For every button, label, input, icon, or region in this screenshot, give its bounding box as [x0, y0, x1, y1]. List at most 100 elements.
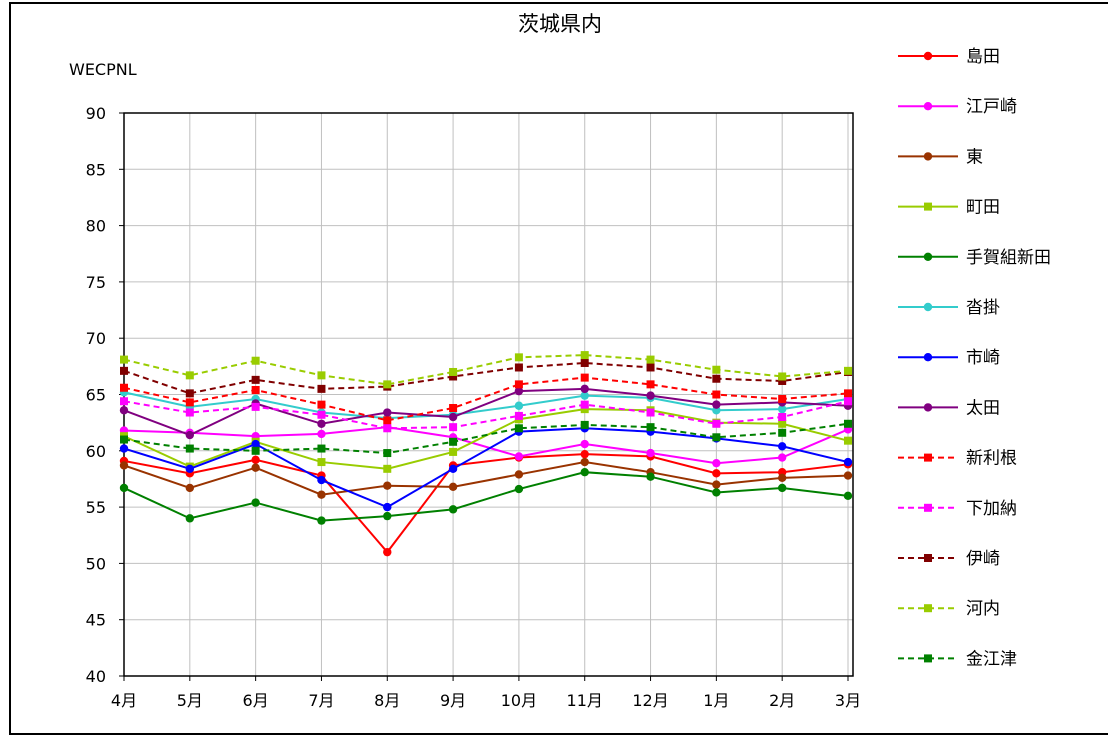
series-line	[123, 361, 849, 395]
series-line	[123, 461, 849, 496]
data-point	[317, 419, 326, 428]
legend-marker	[924, 604, 932, 613]
data-point	[778, 419, 787, 428]
data-point	[844, 366, 852, 375]
data-point	[449, 404, 458, 413]
legend-item: 金江津	[898, 649, 1017, 669]
data-point	[646, 391, 655, 400]
data-point	[383, 481, 392, 490]
legend-label: 市崎	[966, 348, 1000, 368]
legend-label: 沓掛	[966, 298, 1000, 318]
x-tick-label: 2月	[769, 691, 795, 710]
legend-item: 下加納	[898, 499, 1017, 519]
data-point	[646, 448, 655, 458]
series-12	[120, 351, 852, 389]
data-point	[646, 380, 655, 389]
data-point	[514, 386, 524, 396]
data-point	[712, 365, 721, 374]
data-point	[120, 355, 128, 364]
data-point	[712, 480, 721, 489]
data-point	[251, 356, 260, 365]
data-point	[514, 401, 524, 410]
data-point	[514, 452, 524, 461]
data-point	[580, 420, 589, 429]
data-point	[185, 444, 194, 453]
series-line	[123, 354, 849, 386]
series-line	[123, 422, 849, 455]
data-point	[251, 439, 260, 449]
chart-frame	[9, 2, 1108, 735]
data-point	[317, 444, 326, 453]
x-tick-label: 5月	[177, 691, 203, 710]
data-point	[383, 511, 392, 521]
data-point	[317, 490, 326, 499]
data-point	[120, 397, 128, 406]
series-line	[123, 400, 849, 430]
data-point	[119, 461, 129, 470]
data-point	[778, 395, 787, 404]
legend-marker	[923, 302, 933, 312]
data-point	[449, 423, 458, 432]
data-point	[185, 408, 194, 417]
series-11	[120, 358, 852, 398]
series-13	[120, 419, 852, 458]
legend-item: 市崎	[898, 348, 1000, 368]
data-point	[251, 446, 260, 455]
data-point	[383, 449, 392, 458]
legend-marker	[923, 252, 933, 261]
data-point	[251, 375, 260, 384]
legend-label: 新利根	[966, 449, 1017, 469]
data-point	[251, 385, 260, 394]
legend-label: 下加納	[966, 499, 1017, 519]
data-point	[317, 400, 326, 409]
data-point	[449, 447, 458, 456]
legend-item: 町田	[898, 198, 1000, 218]
chart-title: 茨城県内	[518, 12, 602, 36]
data-point	[317, 475, 326, 485]
x-tick-label: 8月	[374, 691, 400, 710]
legend-label: 江戸崎	[966, 97, 1017, 117]
data-point	[844, 397, 852, 406]
y-tick-label: 90	[86, 104, 106, 123]
data-point	[646, 408, 655, 417]
data-point	[514, 380, 523, 389]
data-point	[777, 404, 787, 414]
legend-item: 新利根	[898, 449, 1017, 469]
data-point	[119, 483, 129, 493]
data-point	[580, 449, 589, 459]
data-point	[646, 355, 655, 364]
data-point	[646, 363, 655, 372]
y-tick-label: 40	[86, 667, 106, 686]
data-point	[844, 389, 852, 398]
data-point	[448, 464, 458, 474]
data-point	[646, 472, 655, 481]
data-point	[449, 372, 458, 381]
y-tick-label: 50	[86, 554, 106, 573]
series-8	[119, 384, 853, 440]
y-axis-ticks: 40 45 50 55 60 65 70 75 80 85 90	[86, 104, 124, 686]
legend-item: 江戸崎	[898, 97, 1017, 117]
data-point	[449, 367, 458, 376]
data-point	[317, 384, 326, 393]
data-point	[580, 467, 589, 477]
x-axis-ticks: 4月 5月 6月 7月 8月 9月 10月 11月 12月 1月 2月 3月	[111, 676, 861, 710]
series-line	[123, 408, 849, 470]
data-point	[777, 483, 787, 493]
legend-item: 島田	[898, 47, 1000, 67]
y-tick-label: 70	[86, 329, 106, 348]
series-5	[119, 467, 853, 525]
legend-label: 島田	[966, 47, 1000, 67]
data-point	[383, 547, 392, 557]
legend-label: 太田	[966, 398, 1000, 418]
x-tick-label: 12月	[632, 691, 668, 710]
data-point	[185, 483, 195, 493]
x-tick-label: 7月	[308, 691, 334, 710]
data-point	[580, 391, 589, 400]
data-point	[448, 412, 458, 422]
data-point	[514, 411, 523, 420]
data-point	[185, 464, 195, 474]
series-line	[123, 426, 849, 465]
legend-label: 伊崎	[966, 549, 1000, 569]
data-point	[119, 444, 129, 453]
data-point	[251, 402, 260, 411]
